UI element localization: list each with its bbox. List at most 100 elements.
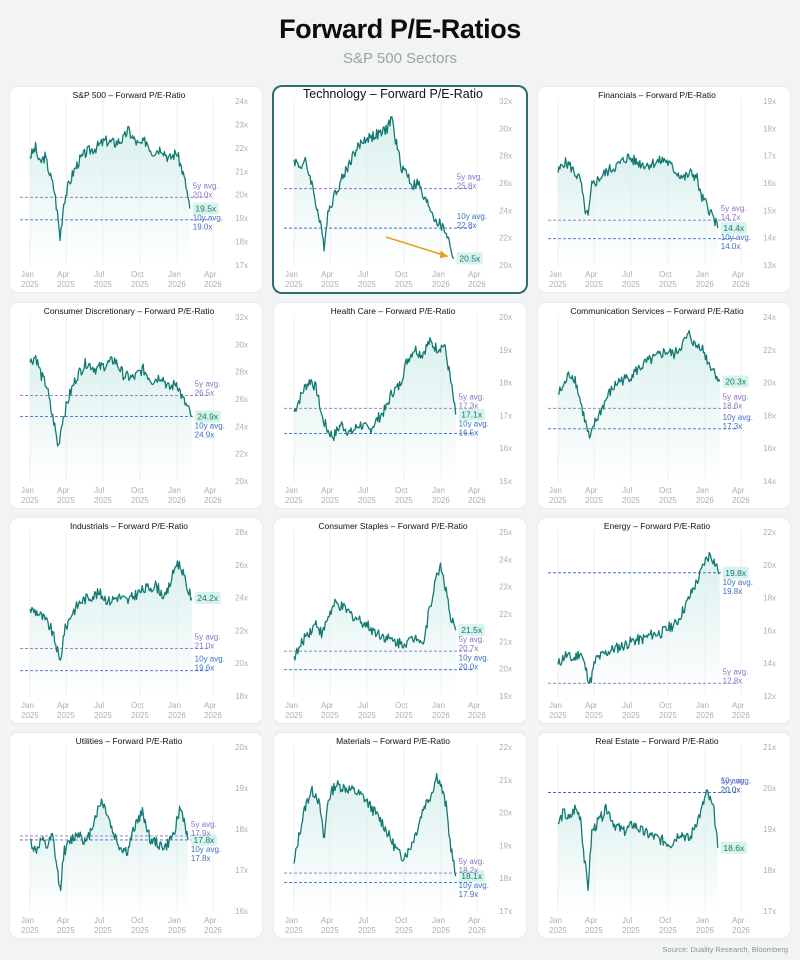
y-tick-label: 17x bbox=[499, 907, 512, 916]
x-tick-label: Jan bbox=[432, 270, 445, 279]
x-tick-label: Jul bbox=[358, 270, 368, 279]
last-value-badge bbox=[720, 841, 747, 854]
x-tick-label: 2026 bbox=[696, 496, 714, 505]
avg-value: 19.0x bbox=[193, 223, 213, 232]
last-value-label: 21.5x bbox=[461, 625, 483, 635]
x-tick-label: Apr bbox=[57, 701, 70, 710]
y-tick-label: 26x bbox=[499, 179, 512, 188]
x-tick-label: Oct bbox=[131, 270, 144, 279]
x-tick-label: 2025 bbox=[622, 926, 640, 935]
chart-title: Industrials – Forward P/E-Ratio bbox=[70, 521, 188, 531]
series-line bbox=[557, 153, 719, 229]
x-tick-label: 2026 bbox=[468, 496, 486, 505]
arrow-head bbox=[439, 250, 448, 259]
y-tick-label: 20x bbox=[499, 665, 512, 674]
x-tick-label: Apr bbox=[204, 486, 217, 495]
x-tick-label: Jan bbox=[696, 270, 709, 279]
x-tick-label: 2025 bbox=[549, 711, 567, 720]
chart-title: S&P 500 – Forward P/E-Ratio bbox=[73, 90, 186, 100]
x-tick-label: Oct bbox=[659, 701, 672, 710]
avg-value: 19.8x bbox=[723, 587, 743, 596]
last-value-label: 19.5x bbox=[195, 204, 217, 214]
y-tick-label: 26x bbox=[235, 561, 248, 570]
y-tick-label: 17x bbox=[763, 907, 776, 916]
x-tick-label: 2025 bbox=[585, 711, 603, 720]
x-tick-label: 2025 bbox=[622, 496, 640, 505]
avg-value: 20.7x bbox=[459, 644, 479, 653]
x-tick-label: 2025 bbox=[622, 711, 640, 720]
y-tick-label: 20x bbox=[499, 261, 512, 270]
avg-value: 16.5x bbox=[459, 429, 479, 438]
x-tick-label: Jan bbox=[285, 486, 298, 495]
last-value-label: 14.4x bbox=[723, 223, 745, 233]
x-tick-label: 2026 bbox=[468, 280, 486, 289]
y-tick-label: 18x bbox=[235, 692, 248, 701]
chart-svg: Consumer Staples – Forward P/E-Ratio 25x 2… bbox=[284, 521, 512, 720]
y-tick-label: 20x bbox=[499, 809, 512, 818]
x-tick-label: 2025 bbox=[321, 926, 339, 935]
x-tick-label: Jan bbox=[285, 701, 298, 710]
x-tick-label: 2026 bbox=[432, 496, 450, 505]
y-tick-label: 24x bbox=[499, 206, 512, 215]
series-area bbox=[30, 355, 192, 481]
x-tick-label: Jan bbox=[549, 486, 562, 495]
x-tick-label: Jan bbox=[168, 916, 181, 925]
chart-title: Communication Services – Forward P/E-Rat… bbox=[570, 306, 744, 316]
x-tick-label: 2025 bbox=[395, 926, 413, 935]
x-tick-label: Oct bbox=[131, 701, 144, 710]
chart-panel: Consumer Discretionary – Forward P/E-Rat… bbox=[10, 303, 262, 508]
y-tick-label: 14x bbox=[763, 477, 776, 486]
x-tick-label: Oct bbox=[659, 270, 672, 279]
chart-panel: Consumer Staples – Forward P/E-Ratio 25x 2… bbox=[274, 518, 526, 723]
y-tick-label: 22x bbox=[763, 528, 776, 537]
x-tick-label: 2025 bbox=[285, 711, 303, 720]
y-tick-label: 17x bbox=[235, 866, 248, 875]
y-tick-label: 21x bbox=[763, 743, 776, 752]
avg-value: 17.9x bbox=[459, 890, 479, 899]
y-tick-label: 22x bbox=[763, 346, 776, 355]
x-tick-label: 2025 bbox=[94, 711, 112, 720]
x-tick-label: 2025 bbox=[131, 280, 149, 289]
chart-panel: Energy – Forward P/E-Ratio 22x 20x 18x 16x 14… bbox=[538, 518, 790, 723]
x-tick-label: Oct bbox=[659, 486, 672, 495]
x-tick-label: Jan bbox=[696, 486, 709, 495]
chart-title: Materials – Forward P/E-Ratio bbox=[336, 736, 450, 746]
avg-label: 10y avg. bbox=[191, 845, 221, 854]
avg-label: 5y avg. bbox=[723, 392, 749, 401]
x-tick-label: 2026 bbox=[468, 711, 486, 720]
chart-title: Energy – Forward P/E-Ratio bbox=[604, 521, 711, 531]
series-line bbox=[557, 329, 721, 439]
x-tick-label: 2025 bbox=[94, 926, 112, 935]
avg-value: 25.8x bbox=[457, 182, 477, 191]
x-tick-label: Jul bbox=[358, 701, 368, 710]
x-tick-label: 2025 bbox=[57, 711, 75, 720]
y-tick-label: 13x bbox=[763, 261, 776, 270]
x-tick-label: 2025 bbox=[321, 496, 339, 505]
x-tick-label: Apr bbox=[585, 701, 598, 710]
series-area bbox=[30, 799, 188, 911]
chart-title: Consumer Discretionary – Forward P/E-Rat… bbox=[44, 306, 215, 316]
x-tick-label: Jan bbox=[168, 270, 181, 279]
x-tick-label: 2025 bbox=[57, 926, 75, 935]
x-tick-label: Oct bbox=[659, 916, 672, 925]
x-tick-label: Jan bbox=[168, 701, 181, 710]
y-tick-label: 19x bbox=[499, 841, 512, 850]
last-value-badge bbox=[720, 222, 747, 235]
avg-value: 24.9x bbox=[195, 430, 215, 439]
x-tick-label: Jul bbox=[622, 916, 632, 925]
y-tick-label: 30x bbox=[499, 124, 512, 133]
x-tick-label: Jan bbox=[549, 270, 562, 279]
y-tick-label: 16x bbox=[763, 626, 776, 635]
source-note: Source: Duality Research, Bloomberg bbox=[662, 945, 788, 954]
x-tick-label: Apr bbox=[585, 486, 598, 495]
chart-panel: S&P 500 – Forward P/E-Ratio 24x 23x 22x 21x 2… bbox=[10, 87, 262, 292]
avg-label: 5y avg. bbox=[191, 820, 217, 829]
last-value-label: 24.9x bbox=[197, 411, 219, 421]
y-tick-label: 18x bbox=[763, 866, 776, 875]
chart-panel: Communication Services – Forward P/E-Rat… bbox=[538, 303, 790, 508]
x-tick-label: Jul bbox=[358, 486, 368, 495]
x-tick-label: Apr bbox=[468, 486, 481, 495]
avg-label: 10y avg. bbox=[195, 655, 225, 664]
last-value-label: 17.8x bbox=[194, 835, 216, 845]
chart-svg: Technology – Forward P/E-Ratio 32x 30x 28x 2… bbox=[284, 87, 512, 289]
